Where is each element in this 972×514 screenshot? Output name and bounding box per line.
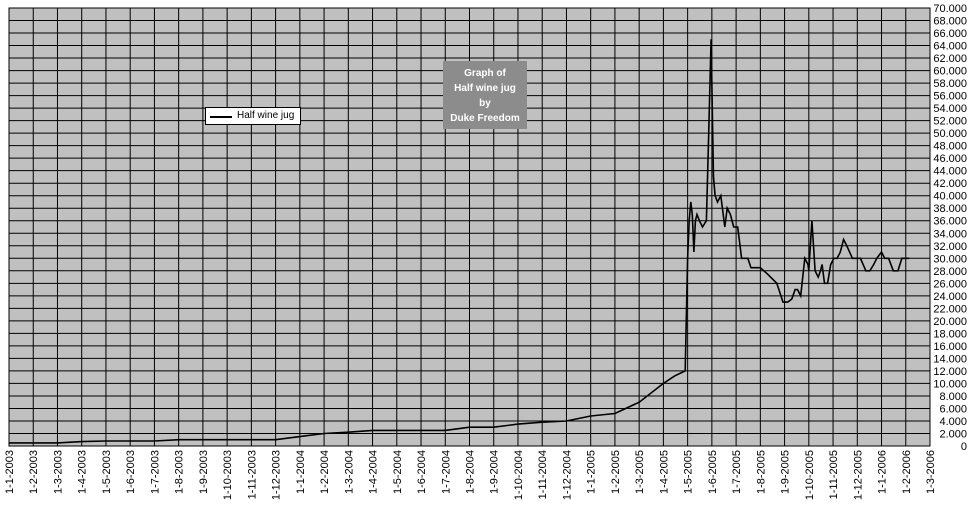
- x-tick-label: 1-9-2005: [780, 450, 792, 494]
- x-tick-label: 1-12-2005: [852, 450, 864, 500]
- x-tick-label: 1-1-2005: [586, 450, 598, 494]
- x-tick-label: 1-12-2004: [561, 450, 573, 500]
- x-tick-label: 1-3-2006: [925, 450, 937, 494]
- legend-line-swatch: [210, 116, 232, 118]
- x-tick-label: 1-9-2004: [489, 450, 501, 494]
- chart-title-line-1: Graph of: [464, 68, 506, 79]
- x-tick-label: 1-2-2005: [610, 450, 622, 494]
- y-tick-label: 36.000: [933, 216, 967, 228]
- x-tick-label: 1-11-2003: [246, 450, 258, 499]
- x-tick-label: 1-6-2003: [125, 450, 137, 494]
- y-tick-label: 60.000: [933, 66, 967, 78]
- y-tick-label: 20.000: [933, 316, 967, 328]
- x-tick-label: 1-7-2005: [731, 450, 743, 494]
- y-tick-label: 2.000: [939, 428, 967, 440]
- y-tick-label: 66.000: [933, 28, 967, 40]
- y-tick-label: 52.000: [933, 116, 967, 128]
- x-tick-label: 1-7-2003: [149, 450, 161, 494]
- x-tick-label: 1-4-2003: [77, 450, 89, 494]
- y-tick-label: 48.000: [933, 141, 967, 153]
- x-tick-label: 1-10-2003: [222, 450, 234, 500]
- x-axis-tick-labels: 1-1-2003 1-2-2003 1-3-2003 1-4-2003 1-5-2003…: [4, 450, 937, 500]
- x-tick-label: 1-7-2004: [440, 450, 452, 494]
- x-tick-label: 1-11-2005: [828, 450, 840, 499]
- horizontal-gridlines: [9, 7, 930, 447]
- y-tick-label: 56.000: [933, 91, 967, 103]
- x-tick-label: 1-5-2003: [101, 450, 113, 494]
- x-tick-label: 1-3-2005: [634, 450, 646, 494]
- chart-title-box: Graph of Half wine jug by Duke Freedom: [443, 61, 527, 129]
- legend-label: Half wine jug: [237, 110, 295, 121]
- x-tick-label: 1-8-2003: [174, 450, 186, 494]
- y-tick-label: 0: [961, 441, 967, 453]
- y-tick-label: 6.000: [939, 403, 967, 415]
- x-tick-label: 1-9-2003: [198, 450, 210, 494]
- y-tick-label: 58.000: [933, 78, 967, 90]
- y-axis-tick-labels: 02.0004.0006.0008.00010.00012.00014.0001…: [933, 3, 967, 453]
- y-tick-label: 50.000: [933, 128, 967, 140]
- chart-title-line-3: by: [479, 98, 491, 109]
- x-tick-label: 1-1-2004: [295, 450, 307, 494]
- x-tick-label: 1-8-2004: [465, 450, 477, 494]
- x-tick-label: 1-6-2005: [707, 450, 719, 494]
- x-tick-label: 1-3-2004: [343, 450, 355, 494]
- x-tick-label: 1-11-2004: [537, 450, 549, 499]
- y-tick-label: 10.000: [933, 378, 967, 390]
- legend: Half wine jug: [205, 107, 301, 125]
- y-tick-label: 34.000: [933, 228, 967, 240]
- y-tick-label: 28.000: [933, 266, 967, 278]
- x-tick-label: 1-4-2004: [368, 450, 380, 494]
- x-tick-label: 1-8-2005: [755, 450, 767, 494]
- x-tick-label: 1-2-2003: [28, 450, 40, 494]
- x-tick-label: 1-6-2004: [416, 450, 428, 494]
- y-tick-label: 32.000: [933, 241, 967, 253]
- y-tick-label: 16.000: [933, 341, 967, 353]
- y-tick-label: 24.000: [933, 291, 967, 303]
- y-tick-label: 26.000: [933, 278, 967, 290]
- y-tick-label: 18.000: [933, 328, 967, 340]
- y-tick-label: 14.000: [933, 353, 967, 365]
- y-tick-label: 62.000: [933, 53, 967, 65]
- x-tick-label: 1-2-2004: [319, 450, 331, 494]
- y-tick-label: 8.000: [939, 391, 967, 403]
- x-tick-label: 1-10-2004: [513, 450, 525, 500]
- x-tick-label: 1-2-2006: [901, 450, 913, 494]
- series-line-half-wine-jug: [9, 39, 910, 444]
- x-tick-label: 1-5-2005: [683, 450, 695, 494]
- y-tick-label: 54.000: [933, 103, 967, 115]
- y-tick-label: 12.000: [933, 366, 967, 378]
- y-tick-label: 22.000: [933, 303, 967, 315]
- y-tick-label: 46.000: [933, 153, 967, 165]
- y-tick-label: 30.000: [933, 253, 967, 265]
- y-tick-label: 38.000: [933, 203, 967, 215]
- x-tick-label: 1-10-2005: [804, 450, 816, 500]
- chart-title-line-2: Half wine jug: [454, 83, 516, 94]
- x-tick-label: 1-1-2003: [4, 450, 16, 494]
- y-tick-label: 64.000: [933, 41, 967, 53]
- y-tick-label: 40.000: [933, 191, 967, 203]
- x-tick-label: 1-5-2004: [392, 450, 404, 494]
- y-tick-label: 44.000: [933, 166, 967, 178]
- x-tick-label: 1-4-2005: [658, 450, 670, 494]
- chart-title-line-4: Duke Freedom: [450, 113, 520, 124]
- y-tick-label: 68.000: [933, 16, 967, 28]
- y-tick-label: 70.000: [933, 3, 967, 15]
- x-tick-label: 1-12-2003: [271, 450, 283, 500]
- y-tick-label: 4.000: [939, 416, 967, 428]
- x-tick-label: 1-3-2003: [52, 450, 64, 494]
- x-tick-label: 1-1-2006: [877, 450, 889, 494]
- y-tick-label: 42.000: [933, 178, 967, 190]
